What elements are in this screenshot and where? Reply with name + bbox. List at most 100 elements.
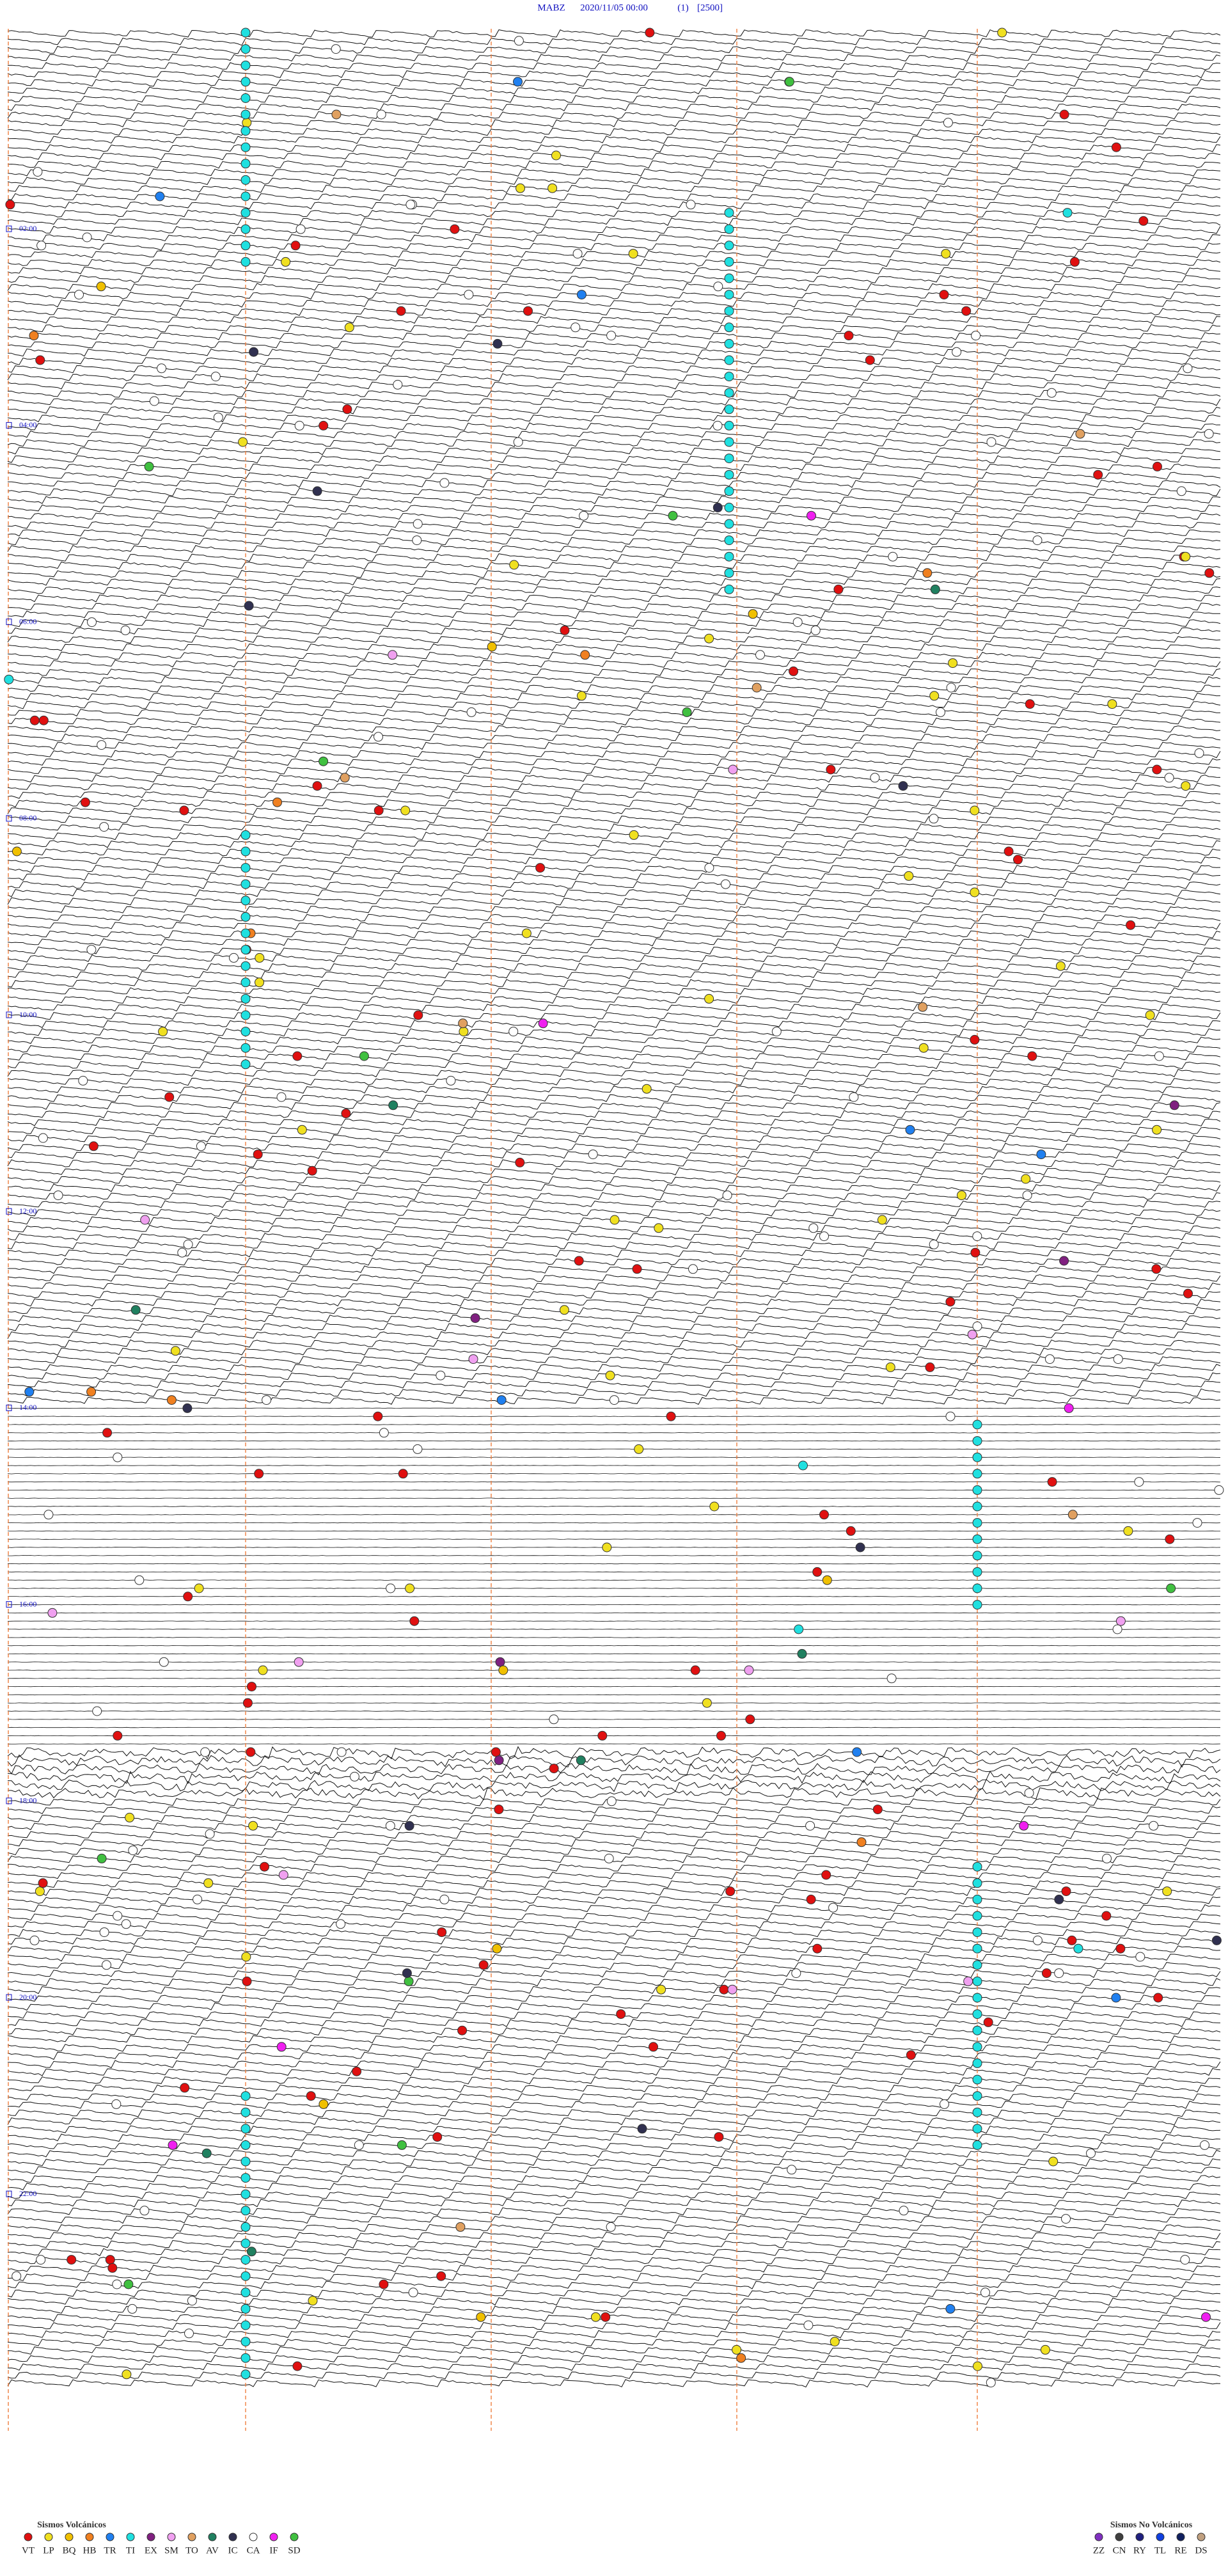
event-marker xyxy=(521,928,531,938)
trace xyxy=(7,283,1221,292)
event-marker xyxy=(972,1231,982,1242)
event-marker xyxy=(240,928,251,938)
trace xyxy=(7,1629,1221,1630)
event-marker xyxy=(376,109,386,120)
event-marker xyxy=(240,945,251,955)
event-marker xyxy=(295,224,306,234)
event-marker xyxy=(609,1395,619,1405)
trace xyxy=(7,119,1221,128)
trace xyxy=(7,95,1221,104)
legend-swatch xyxy=(228,2533,237,2541)
event-marker xyxy=(1115,1616,1126,1626)
event-marker xyxy=(967,1329,977,1339)
trace xyxy=(7,1363,1221,1372)
event-marker xyxy=(388,650,398,660)
trace xyxy=(7,1416,1221,1417)
trace xyxy=(7,2166,1221,2175)
event-marker xyxy=(972,1436,982,1446)
trace xyxy=(7,144,1221,153)
trace xyxy=(7,929,1221,938)
event-marker xyxy=(87,617,97,628)
event-marker xyxy=(354,2140,364,2150)
trace xyxy=(7,471,1221,480)
scale: [2500] xyxy=(697,3,723,13)
event-marker xyxy=(240,2320,251,2330)
event-marker xyxy=(736,2353,746,2363)
event-marker xyxy=(240,2222,251,2232)
trace xyxy=(7,1306,1221,1315)
legend-label: LP xyxy=(43,2545,54,2556)
trace xyxy=(7,127,1221,136)
event-marker xyxy=(439,478,450,488)
hour-marker xyxy=(6,1994,12,2001)
hour-marker xyxy=(6,619,12,626)
station: MABZ xyxy=(537,3,565,13)
event-marker xyxy=(704,633,714,644)
event-marker xyxy=(464,290,474,300)
event-marker xyxy=(240,241,251,251)
event-marker xyxy=(127,2303,138,2314)
trace xyxy=(7,1085,1221,1094)
trace xyxy=(7,1159,1221,1168)
hour-marker xyxy=(6,1798,12,1805)
trace xyxy=(7,1838,1221,1847)
event-marker xyxy=(961,306,972,316)
event-marker xyxy=(945,1411,956,1421)
event-marker xyxy=(1069,257,1080,267)
trace xyxy=(7,528,1221,537)
event-marker xyxy=(925,1362,935,1372)
event-marker xyxy=(516,183,525,193)
event-marker xyxy=(398,1469,408,1479)
event-marker xyxy=(240,2238,251,2248)
event-marker xyxy=(240,846,251,857)
legend-label: CN xyxy=(1113,2545,1126,2556)
trace xyxy=(8,1265,1221,1274)
event-marker xyxy=(844,331,854,341)
trace xyxy=(7,1315,1221,1324)
event-marker xyxy=(784,77,794,87)
event-marker xyxy=(1061,2214,1071,2224)
event-marker xyxy=(724,551,734,562)
legend-label: AV xyxy=(206,2545,219,2556)
legend-label: SD xyxy=(288,2545,300,2556)
event-marker xyxy=(82,232,92,242)
trace xyxy=(7,1258,1221,1266)
event-marker xyxy=(787,2165,797,2175)
legend-label: TL xyxy=(1154,2545,1166,2556)
event-marker xyxy=(240,44,251,54)
event-marker xyxy=(331,109,342,120)
trace xyxy=(7,643,1221,652)
trace xyxy=(7,2183,1221,2192)
trace xyxy=(7,29,1221,38)
trace xyxy=(7,1241,1221,1250)
event-marker xyxy=(972,2042,982,2052)
event-marker xyxy=(972,1567,982,1577)
event-marker xyxy=(666,1411,676,1421)
event-marker xyxy=(1019,1821,1029,1831)
event-marker xyxy=(240,224,251,234)
event-marker xyxy=(576,1755,586,1766)
trace xyxy=(7,1118,1221,1126)
event-marker xyxy=(549,1764,559,1774)
legend-swatch xyxy=(65,2533,74,2541)
legend-swatch xyxy=(187,2533,196,2541)
event-marker xyxy=(1123,1526,1133,1536)
trace xyxy=(7,757,1221,766)
event-marker xyxy=(606,331,617,341)
event-marker xyxy=(155,191,165,201)
trace xyxy=(7,135,1221,145)
event-marker xyxy=(830,2337,840,2347)
event-marker xyxy=(240,1027,251,1037)
trace xyxy=(7,70,1221,79)
trace xyxy=(7,2133,1221,2142)
legend-swatch xyxy=(146,2533,155,2541)
event-marker xyxy=(719,1984,729,1995)
event-marker xyxy=(349,1771,359,1782)
hour-label: 20:00 xyxy=(19,1993,36,2002)
event-marker xyxy=(1054,1894,1064,1904)
event-marker xyxy=(821,1870,831,1880)
event-marker xyxy=(980,2288,990,2298)
event-marker xyxy=(936,707,945,717)
trace xyxy=(7,619,1221,628)
event-marker xyxy=(971,331,981,341)
